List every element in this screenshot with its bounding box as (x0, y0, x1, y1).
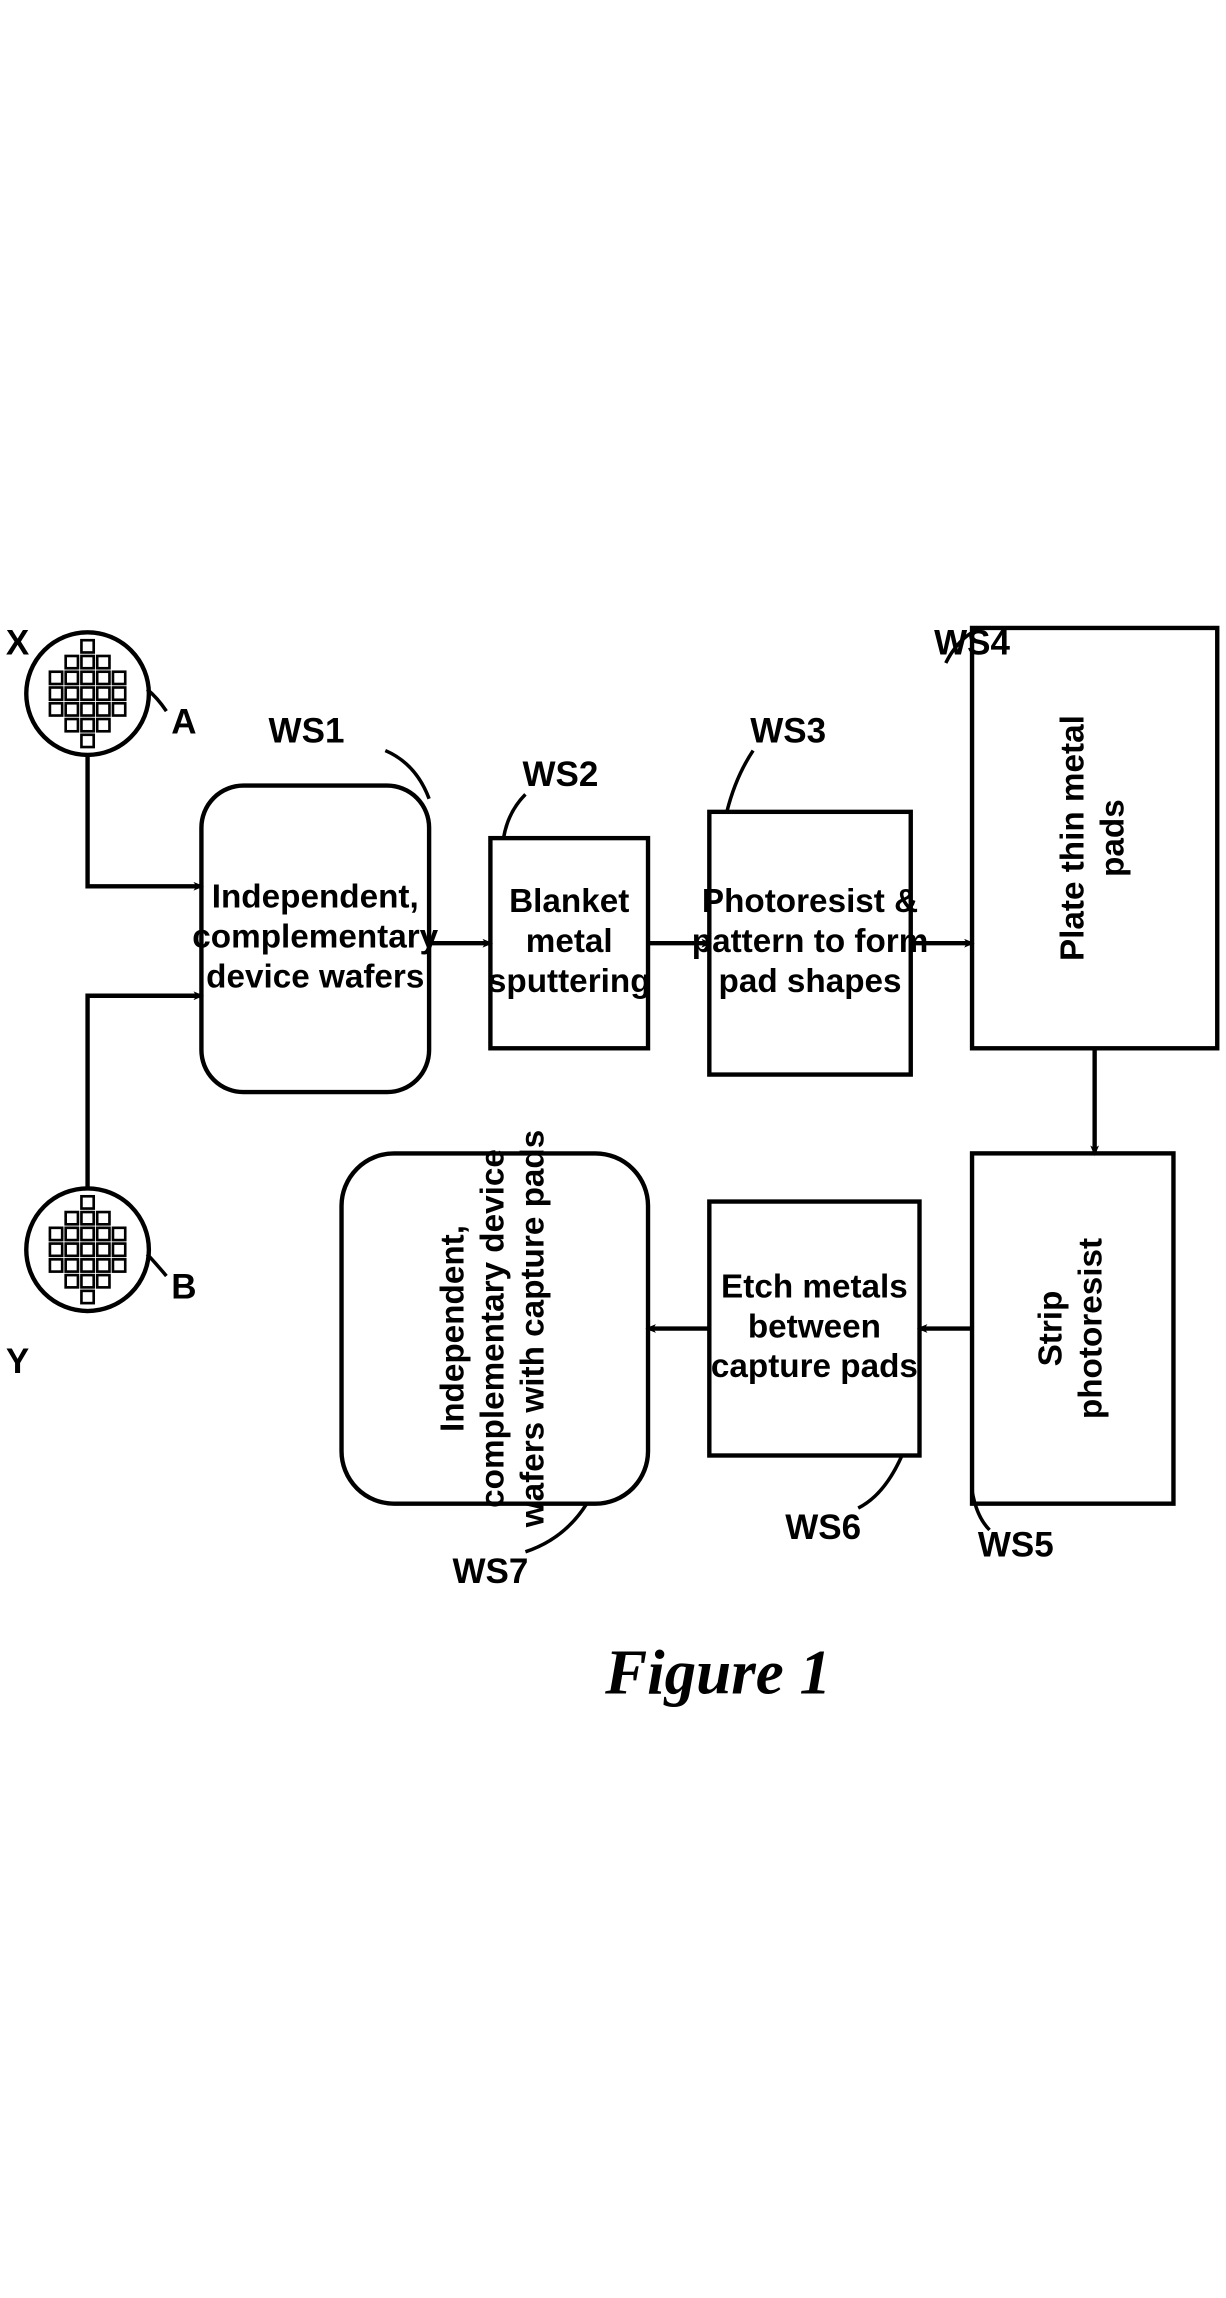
node-text: pads (1094, 799, 1131, 877)
node-text: pad shapes (719, 963, 902, 1000)
node-text: complementary (192, 919, 438, 956)
flow-node-ws3: Photoresist &pattern to formpad shapes (692, 812, 929, 1075)
wafer-icon (26, 632, 149, 755)
node-label: WS2 (523, 755, 599, 794)
node-text: pattern to form (692, 923, 929, 960)
flow-node-ws5: Stripphotoresist (972, 1153, 1173, 1503)
flow-arrow (88, 996, 202, 1189)
node-text: Blanket (509, 883, 629, 920)
figure-caption: Figure 1 (604, 1637, 831, 1707)
node-label: WS3 (750, 711, 826, 750)
node-text: Photoresist & (702, 883, 918, 920)
flow-node-ws2: Blanketmetalsputtering (488, 838, 651, 1048)
flow-arrow (88, 755, 202, 886)
node-text: sputtering (488, 963, 651, 1000)
node-label: WS4 (934, 624, 1010, 663)
leader-line (727, 751, 753, 812)
node-text: complementary device (475, 1149, 512, 1508)
wafer-letter-y: Y (6, 1342, 29, 1381)
node-text: capture pads (711, 1348, 918, 1385)
node-label: WS6 (785, 1508, 861, 1547)
flow-node-ws1: Independent,complementarydevice wafers (192, 786, 438, 1093)
flow-node-ws6: Etch metalsbetweencapture pads (709, 1202, 919, 1456)
node-text: device wafers (206, 959, 424, 996)
leader-line (504, 794, 526, 838)
wafer-letter-x: X (6, 624, 30, 663)
node-text: Strip (1033, 1291, 1070, 1367)
node-text: between (748, 1308, 881, 1345)
node-label: WS1 (269, 711, 345, 750)
node-text: Independent, (212, 879, 419, 916)
node-text: photoresist (1072, 1238, 1109, 1419)
flow-node-ws4: Plate thin metalpads (972, 628, 1217, 1048)
node-text: Plate thin metal (1054, 715, 1091, 961)
node-text: metal (526, 923, 613, 960)
leader-line (858, 1456, 902, 1509)
leader-line (147, 1254, 166, 1276)
node-label: WS5 (978, 1526, 1054, 1565)
wafer-label-a: A (171, 703, 196, 742)
node-text: Etch metals (721, 1268, 908, 1305)
node-text: wafers with capture pads (514, 1130, 551, 1528)
wafer-label-b: B (171, 1267, 196, 1306)
node-text: Independent, (435, 1225, 472, 1432)
node-label: WS7 (452, 1552, 528, 1591)
wafer-icon (26, 1188, 149, 1311)
flow-node-ws7: Independent,complementary devicewafers w… (342, 1130, 649, 1528)
